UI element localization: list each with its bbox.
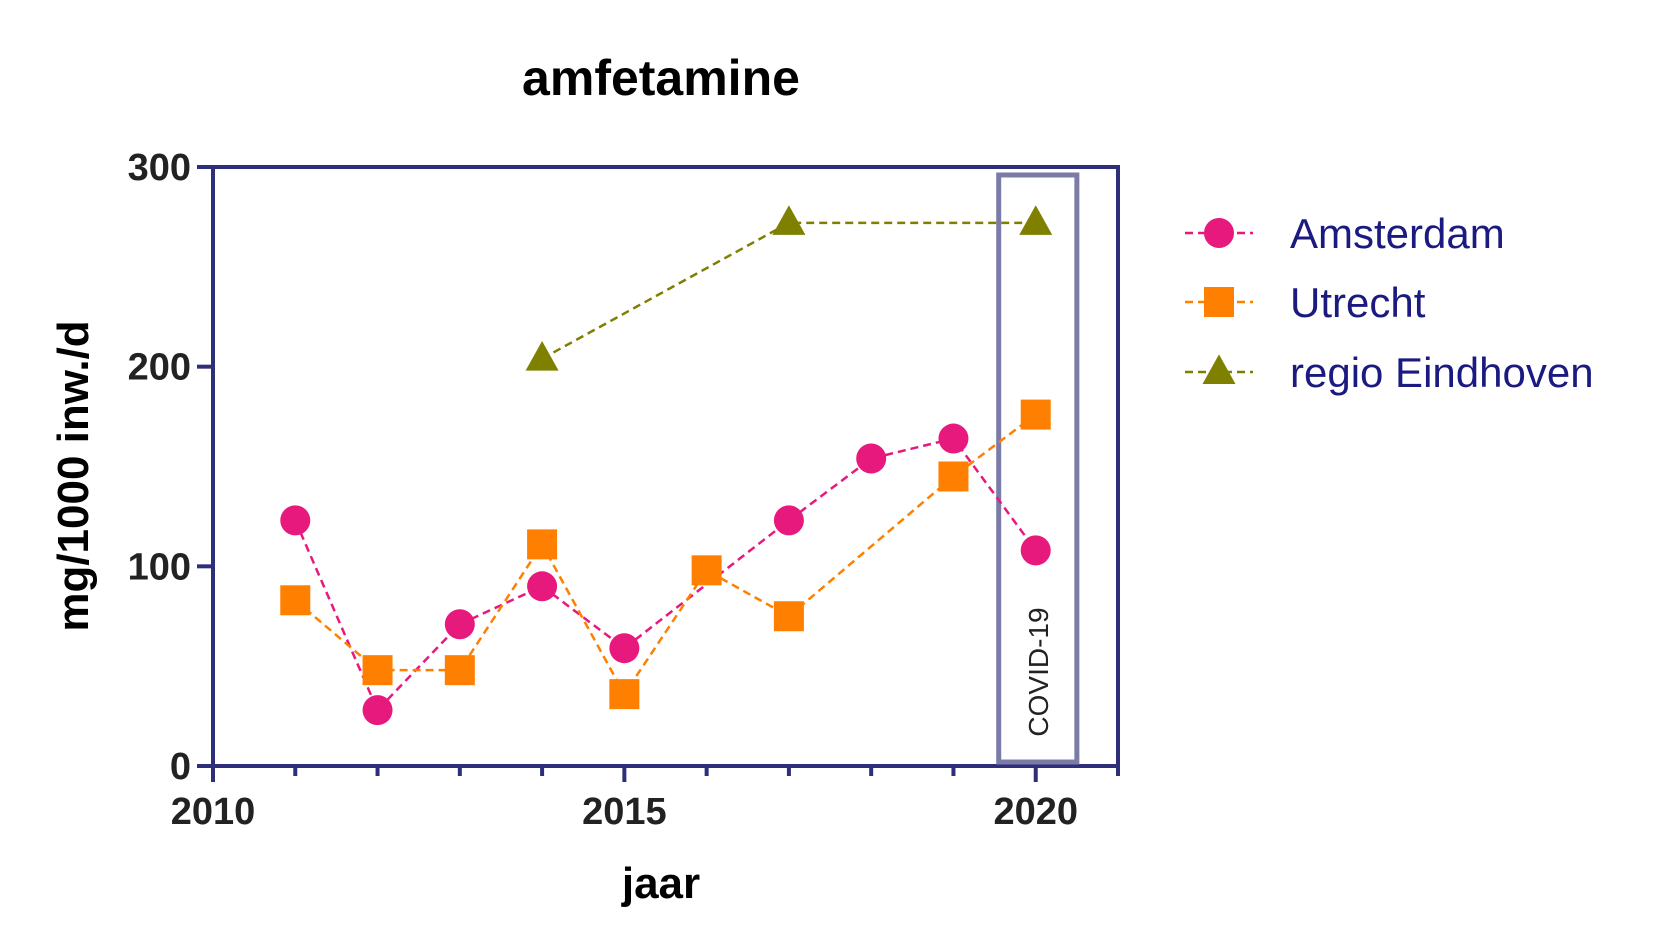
series-line-amsterdam	[294, 437, 1037, 713]
legend-label-utrecht: Utrecht	[1290, 279, 1426, 326]
legend-marker-regio-eindhoven	[1202, 354, 1236, 384]
data-point-utrecht	[938, 461, 969, 492]
data-point-amsterdam	[609, 633, 640, 664]
plot-frame	[211, 165, 1120, 768]
x-tick-label: 2015	[582, 791, 667, 833]
data-point-utrecht	[1020, 399, 1051, 430]
x-tick-label: 2010	[171, 791, 256, 833]
data-point-utrecht	[444, 655, 475, 686]
chart-title: amfetamine	[522, 50, 800, 106]
legend-label-amsterdam: Amsterdam	[1290, 210, 1505, 257]
covid-19-label: COVID-19	[1023, 607, 1054, 736]
data-point-amsterdam	[362, 695, 393, 726]
data-point-utrecht	[609, 679, 640, 710]
data-point-amsterdam	[527, 571, 558, 602]
x-tick-label: 2020	[993, 791, 1078, 833]
y-tick-label: 100	[128, 546, 191, 588]
data-point-amsterdam	[773, 505, 804, 536]
series-line-regio-eindhoven	[541, 221, 1036, 360]
covid-19-box	[996, 172, 1080, 765]
y-tick-label: 200	[128, 347, 191, 389]
y-axis-title: mg/1000 inw./d	[49, 320, 98, 631]
legend-marker-utrecht	[1204, 287, 1234, 317]
legend: Amsterdam Utrecht regio Eindhoven	[1185, 210, 1594, 396]
data-point-utrecht	[691, 555, 722, 586]
y-tick-label: 300	[128, 147, 191, 189]
legend-marker-amsterdam	[1204, 218, 1234, 248]
plot-area: 0 100 200 300 2010 2015 2020 COVID-19	[128, 147, 1120, 833]
data-point-utrecht	[362, 655, 393, 686]
data-point-amsterdam	[856, 443, 887, 474]
data-point-amsterdam	[280, 505, 311, 536]
series-line-utrecht	[294, 413, 1037, 697]
data-point-amsterdam	[444, 609, 475, 640]
y-tick-label: 0	[170, 746, 191, 788]
data-point-regio-eindhoven	[1019, 205, 1053, 235]
data-point-utrecht	[527, 529, 558, 560]
data-point-utrecht	[773, 601, 804, 632]
data-point-amsterdam	[1020, 535, 1051, 566]
legend-label-regio-eindhoven: regio Eindhoven	[1290, 349, 1594, 396]
x-axis-title: jaar	[621, 859, 700, 908]
data-point-utrecht	[280, 585, 311, 616]
data-point-regio-eindhoven	[772, 205, 806, 235]
data-point-amsterdam	[938, 423, 969, 454]
data-point-regio-eindhoven	[525, 341, 559, 371]
